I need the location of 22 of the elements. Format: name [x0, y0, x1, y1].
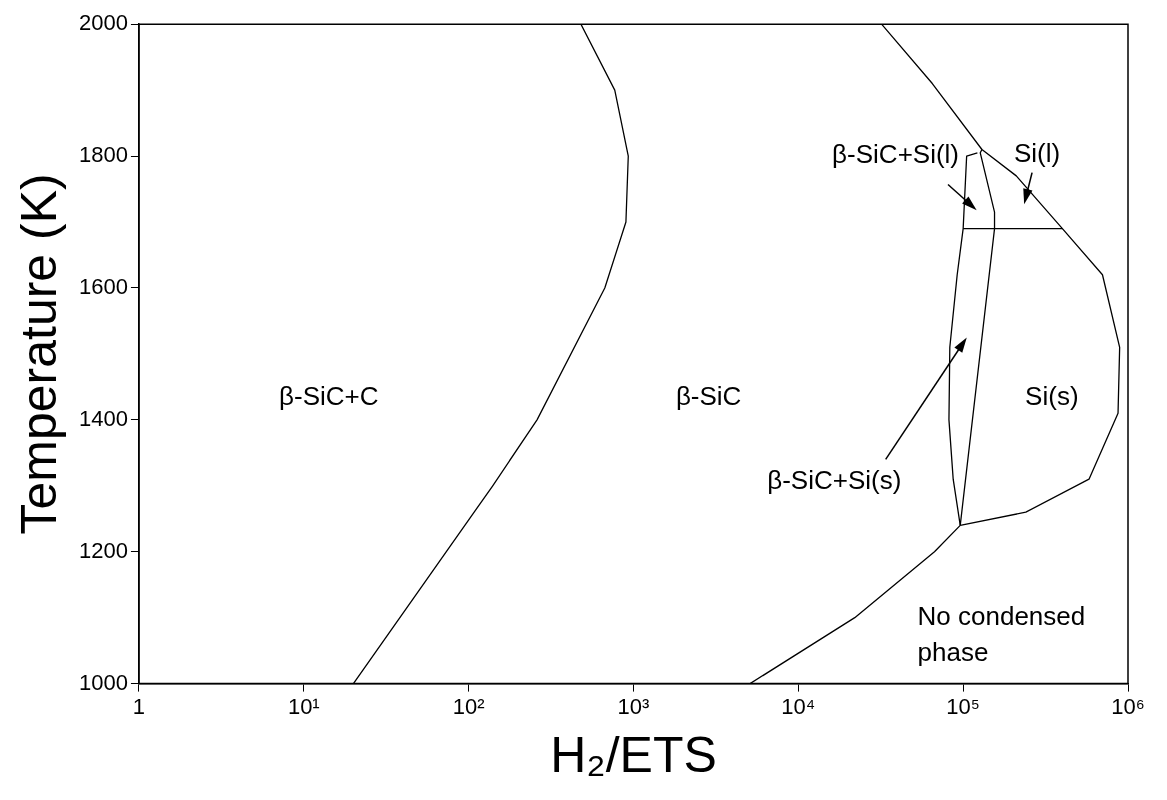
x-tick-label: 10² [452, 693, 485, 719]
y-tick-label: 1200 [78, 537, 128, 563]
y-tick-label: 1600 [78, 274, 128, 300]
annotation: β-SiC [675, 380, 742, 411]
x-tick-label: 10³ [617, 693, 650, 719]
y-tick-label: 1400 [78, 405, 128, 431]
y-tick-label: 1000 [78, 669, 128, 695]
x-axis-title: H₂/ETS [550, 726, 717, 783]
x-tick-label: 10⁵ [946, 693, 980, 719]
annotation: Si(s) [1025, 380, 1079, 411]
x-tick-label: 10⁴ [781, 693, 816, 719]
y-tick-label: 1800 [78, 142, 128, 168]
annotation: β-SiC+Si(s) [767, 465, 902, 495]
annotation: β-SiC+C [279, 380, 379, 411]
annotation: Si(l) [1013, 137, 1061, 168]
annotation: No condensed phase [917, 601, 1086, 668]
x-tick-label: 10¹ [287, 693, 320, 719]
x-tick-label: 1 [132, 693, 146, 719]
y-tick-label: 2000 [78, 10, 128, 36]
y-axis-title: Temperature (K) [10, 173, 67, 535]
x-tick-label: 10⁶ [1111, 693, 1145, 719]
annotation: β-SiC+Si(l) [832, 139, 960, 170]
